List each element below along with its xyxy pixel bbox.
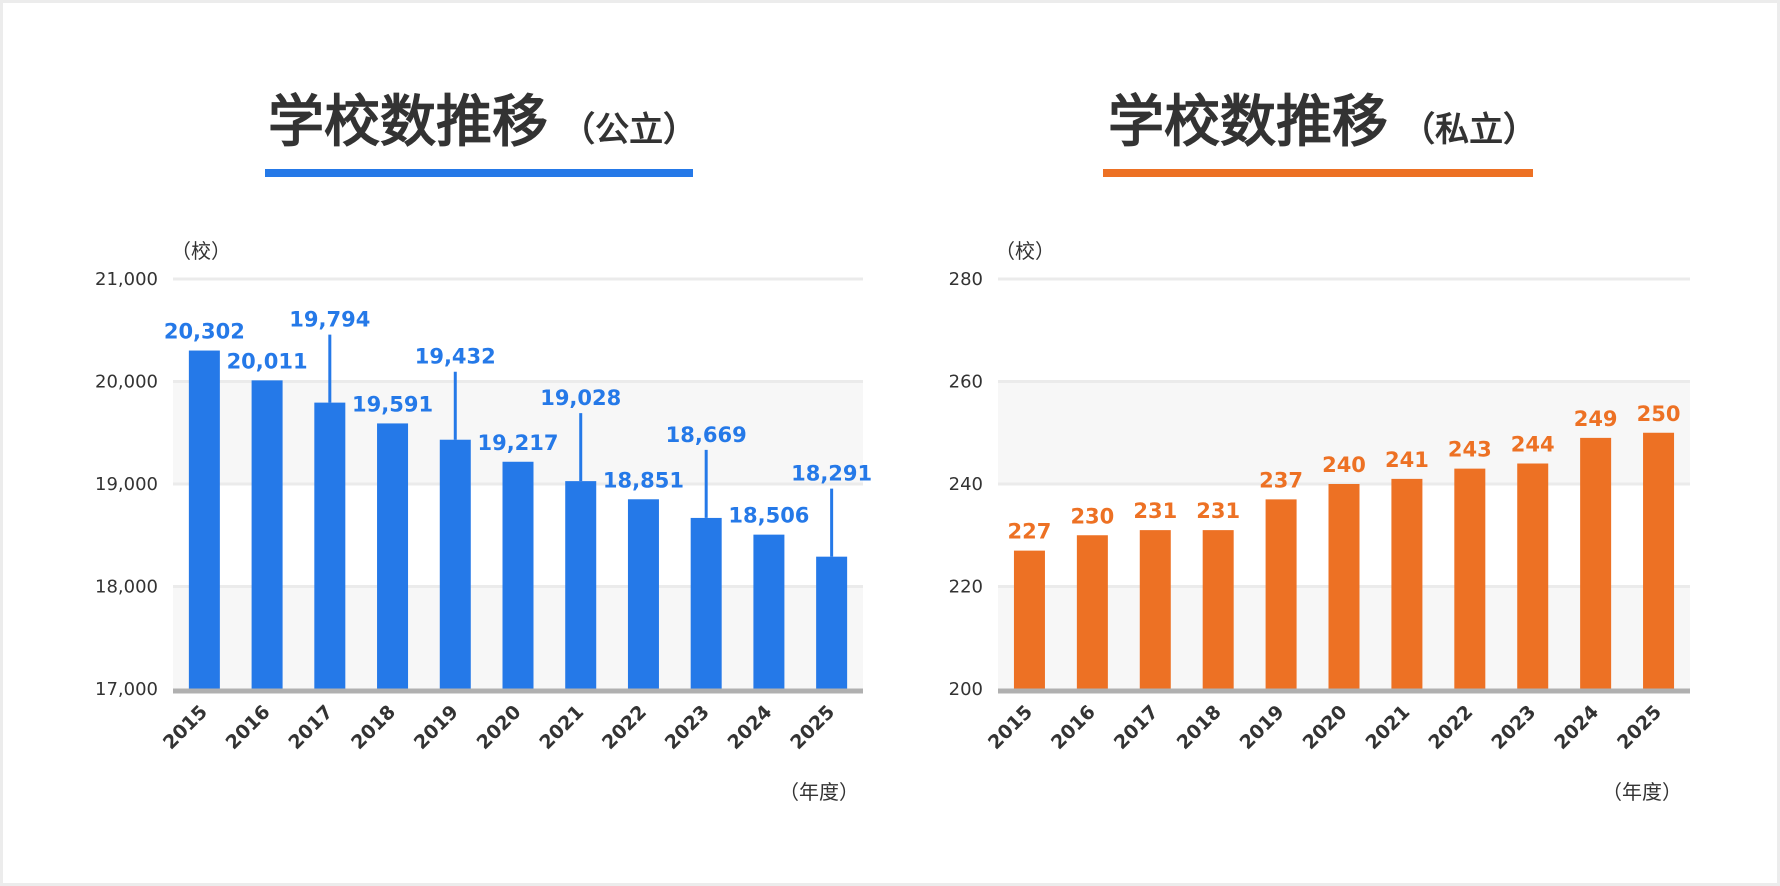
- private-value-label: 250: [1637, 402, 1681, 426]
- private-bar-2015: [1013, 550, 1045, 689]
- public-x-tick-label: 2021: [535, 701, 588, 754]
- public-bar-2016: [251, 380, 283, 689]
- public-bar-2024: [753, 534, 785, 689]
- private-value-label: 249: [1574, 407, 1618, 431]
- private-value-label: 230: [1070, 504, 1114, 528]
- private-x-tick-label: 2016: [1047, 701, 1100, 754]
- public-y-tick-label: 20,000: [95, 372, 158, 393]
- public-value-label: 19,217: [477, 431, 558, 455]
- private-value-label: 231: [1196, 499, 1240, 523]
- private-y-tick-label: 260: [949, 372, 983, 393]
- public-chart-subtitle: （公立）: [561, 110, 697, 150]
- public-x-tick-label: 2018: [347, 701, 400, 754]
- public-y-unit-label: （校）: [171, 239, 231, 263]
- public-x-tick-label: 2025: [786, 701, 839, 754]
- public-x-tick-label: 2015: [159, 701, 212, 754]
- private-bar-2019: [1265, 499, 1297, 689]
- private-value-label: 227: [1008, 520, 1052, 544]
- private-y-tick-label: 220: [949, 577, 983, 598]
- public-chart-title: 学校数推移: [268, 90, 548, 155]
- public-x-tick-label: 2016: [222, 701, 275, 754]
- private-x-tick-label: 2021: [1361, 701, 1414, 754]
- public-value-label: 18,506: [728, 504, 809, 528]
- private-x-tick-label: 2020: [1299, 701, 1352, 754]
- private-chart-title: 学校数推移: [1108, 90, 1388, 155]
- page: 学校数推移 （公立） （校） （年度） 17,000 18,000 19,000 20…: [3, 3, 1777, 883]
- private-x-tick-label: 2018: [1173, 701, 1226, 754]
- private-x-unit-label: （年度）: [1602, 780, 1682, 804]
- public-bar-2019: [439, 439, 471, 689]
- public-value-label: 19,591: [352, 392, 433, 416]
- private-schools-chart: 学校数推移 （私立） （校） （年度） 200 220 240 260 280 227 20…: [949, 90, 1690, 804]
- public-bar-2022: [627, 499, 659, 689]
- public-title-underline: [265, 169, 693, 177]
- public-bar-2021: [565, 481, 597, 689]
- public-x-tick-label: 2017: [284, 701, 337, 754]
- private-bar-2025: [1643, 432, 1675, 689]
- public-y-tick-label: 21,000: [95, 269, 158, 290]
- public-y-tick-label: 17,000: [95, 679, 158, 700]
- private-x-tick-label: 2025: [1613, 701, 1666, 754]
- private-value-label: 240: [1322, 453, 1366, 477]
- private-value-label: 244: [1511, 433, 1555, 457]
- public-x-unit-label: （年度）: [779, 780, 859, 804]
- public-x-tick-label: 2024: [723, 701, 776, 754]
- private-bar-2020: [1328, 484, 1360, 689]
- public-bar-2015: [188, 350, 220, 689]
- public-x-tick-label: 2023: [661, 701, 714, 754]
- private-bar-2021: [1391, 478, 1423, 689]
- private-bar-2022: [1454, 468, 1486, 689]
- public-value-label: 20,302: [164, 320, 245, 344]
- private-y-tick-label: 280: [949, 269, 983, 290]
- public-bar-2023: [690, 517, 722, 689]
- public-schools-chart: 学校数推移 （公立） （校） （年度） 17,000 18,000 19,000 20…: [95, 90, 872, 804]
- private-value-label: 243: [1448, 438, 1492, 462]
- public-bar-2020: [502, 461, 534, 689]
- public-x-tick-label: 2022: [598, 701, 651, 754]
- private-value-label: 237: [1259, 468, 1303, 492]
- private-grid-band: [998, 381, 1690, 484]
- private-bar-2023: [1517, 463, 1549, 689]
- private-y-unit-label: （校）: [995, 239, 1055, 263]
- charts-canvas: 学校数推移 （公立） （校） （年度） 17,000 18,000 19,000 20…: [95, 90, 1690, 804]
- private-x-tick-label: 2019: [1236, 701, 1289, 754]
- private-y-tick-label: 200: [949, 679, 983, 700]
- public-value-label: 19,028: [540, 386, 621, 410]
- public-value-label: 18,851: [603, 468, 684, 492]
- private-value-label: 241: [1385, 448, 1429, 472]
- public-value-label: 18,291: [791, 462, 872, 486]
- public-x-tick-label: 2020: [473, 701, 526, 754]
- private-x-tick-label: 2024: [1550, 701, 1603, 754]
- private-chart-subtitle: （私立）: [1401, 110, 1537, 150]
- private-chart-title-main: 学校数推移 （私立）: [1108, 90, 1537, 155]
- public-bar-2018: [377, 423, 409, 689]
- private-x-tick-label: 2022: [1424, 701, 1477, 754]
- public-value-label: 18,669: [666, 423, 747, 447]
- public-value-label: 19,432: [415, 345, 496, 369]
- private-y-tick-label: 240: [949, 474, 983, 495]
- public-bar-2025: [816, 556, 848, 689]
- public-x-tick-label: 2019: [410, 701, 463, 754]
- private-x-tick-label: 2023: [1487, 701, 1540, 754]
- private-bar-2018: [1202, 530, 1234, 689]
- private-value-label: 231: [1133, 499, 1177, 523]
- public-y-tick-label: 18,000: [95, 577, 158, 598]
- private-x-tick-label: 2017: [1110, 701, 1163, 754]
- public-bar-2017: [314, 402, 346, 689]
- private-bar-2017: [1139, 530, 1171, 689]
- private-bar-2024: [1580, 437, 1612, 689]
- private-x-tick-label: 2015: [984, 701, 1037, 754]
- private-bar-2016: [1076, 535, 1108, 689]
- private-title-underline: [1103, 169, 1533, 177]
- public-value-label: 19,794: [289, 308, 370, 332]
- public-chart-title-main: 学校数推移 （公立）: [268, 90, 697, 155]
- public-y-tick-label: 19,000: [95, 474, 158, 495]
- public-value-label: 20,011: [227, 349, 308, 373]
